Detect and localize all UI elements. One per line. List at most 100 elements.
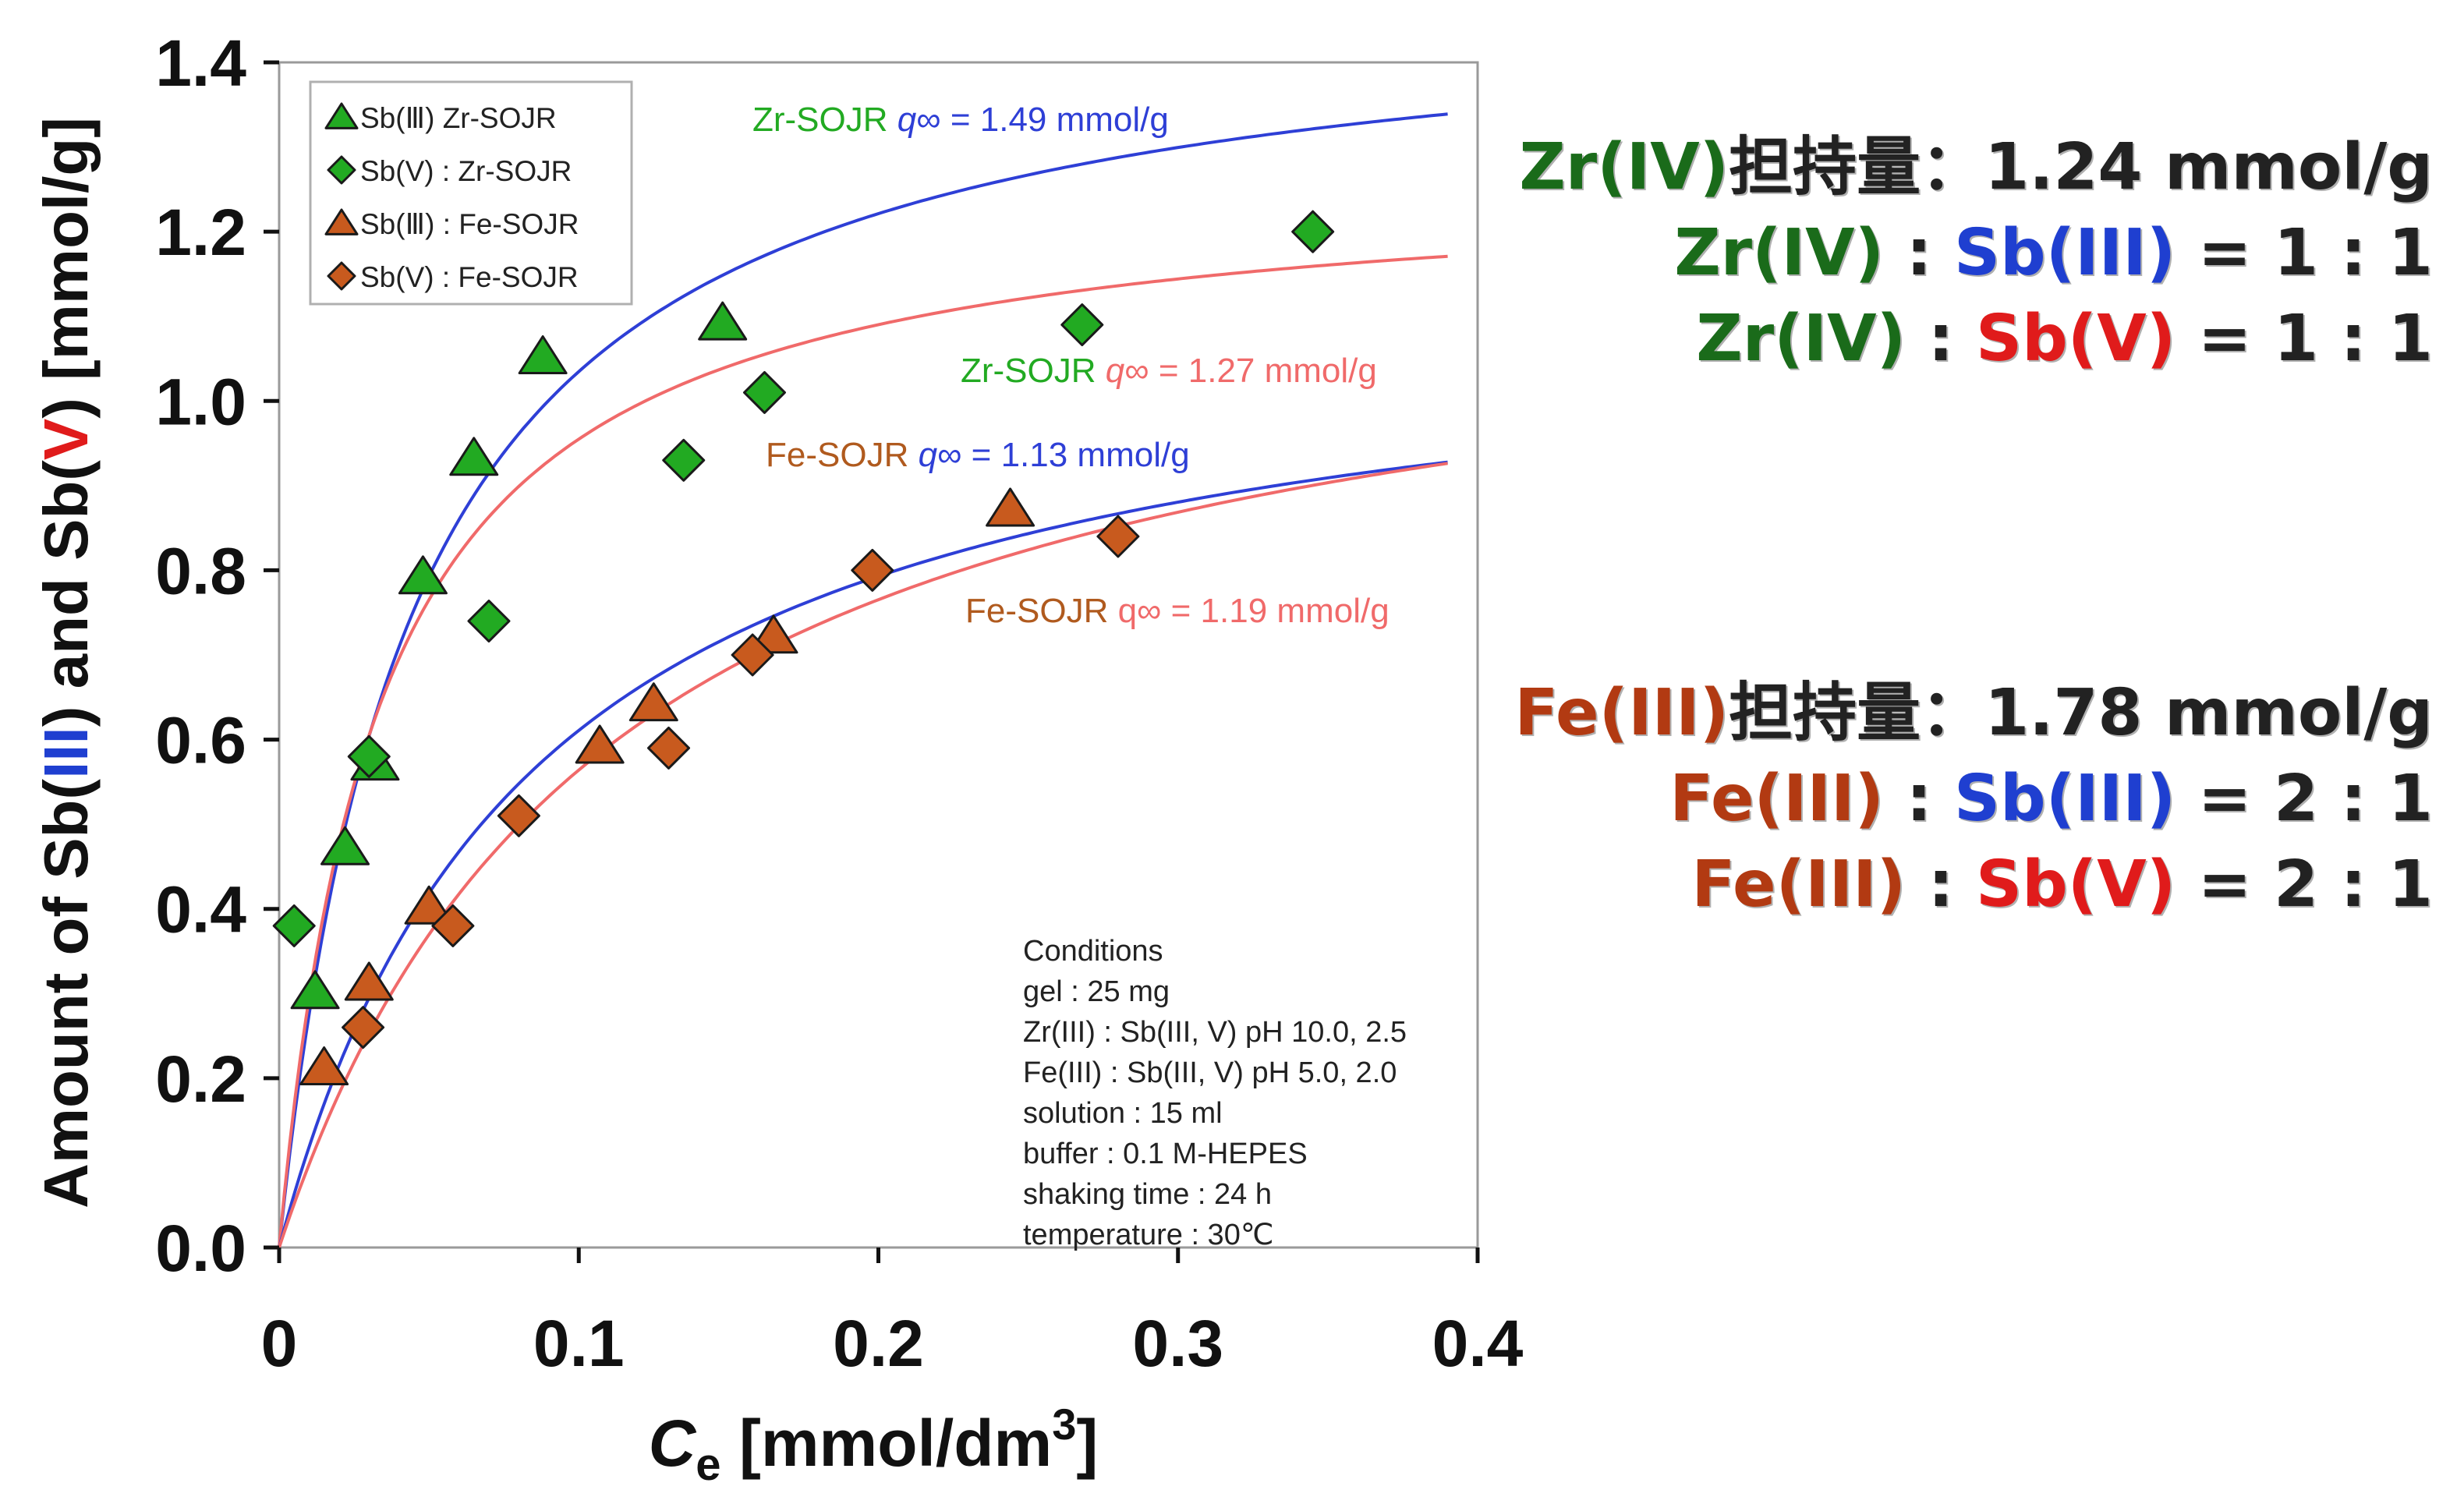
data-point-s4-2: [431, 904, 475, 947]
x-axis-label: Ce [mmol/dm3]: [649, 1400, 1099, 1490]
y-tick-label-6: 1.2: [155, 196, 246, 269]
zr-ratio-sb5: Zr(IV) : Sb(V) = 1 : 1: [1519, 296, 2433, 382]
fit-annotation-3-q: q: [919, 436, 938, 474]
data-point-s3-2: [344, 961, 394, 1001]
fe-ratio-sb5: Fe(III) : Sb(V) = 2 : 1: [1514, 842, 2433, 928]
data-point-s3-1: [299, 1046, 349, 1086]
zr-ratio-sb5-species: Sb(V): [1976, 302, 2176, 376]
zr-ratio-sb3-value: = 1 : 1: [2175, 216, 2433, 290]
conditions-line-7: shaking time : 24 h: [1023, 1178, 1272, 1211]
legend-marker-2: [327, 155, 356, 185]
fit-annotation-4-label: Fe-SOJR: [965, 592, 1118, 630]
zr-ratio-sb3-metal: Zr(IV): [1674, 216, 1885, 290]
conditions-line-3: Zr(III) : Sb(III, V) pH 10.0, 2.5: [1023, 1016, 1407, 1049]
data-point-s3-4: [575, 724, 625, 764]
fe-ratio-sb3: Fe(III) : Sb(III) = 2 : 1: [1514, 756, 2433, 842]
data-point-s4-3: [497, 794, 540, 837]
fit-annotation-2-value: ∞ = 1.27 mmol/g: [1124, 352, 1377, 390]
fit-annotation-3-value: ∞ = 1.13 mmol/g: [937, 436, 1190, 474]
fe-loading-metal: Fe(III): [1514, 676, 1729, 750]
fe-ratio-sb5-colon: :: [1906, 848, 1977, 922]
fit-annotation-1-q: q: [897, 101, 917, 139]
data-point-s2-5: [742, 370, 786, 414]
x-tick-label-1: 0.1: [533, 1307, 625, 1380]
zr-ratio-sb5-value: = 1 : 1: [2175, 302, 2433, 376]
fit-annotation-4-value: q∞ = 1.19 mmol/g: [1118, 592, 1390, 630]
y-axis-label-part-4: V: [31, 419, 101, 460]
data-point-s2-4: [662, 438, 706, 482]
legend-label-1: Sb(Ⅲ) Zr-SOJR: [360, 102, 557, 134]
x-tick-label-2: 0.2: [833, 1307, 924, 1380]
legend-label-4: Sb(V) : Fe-SOJR: [360, 261, 579, 293]
fit-annotation-2: Zr-SOJR q∞ = 1.27 mmol/g: [961, 352, 1377, 390]
y-tick-label-5: 1.0: [155, 365, 246, 438]
data-point-s1-1: [290, 970, 340, 1010]
legend-box: [309, 80, 633, 306]
conditions-line-6: buffer : 0.1 M-HEPES: [1023, 1138, 1308, 1170]
y-tick-label-0: 0.0: [155, 1212, 246, 1285]
data-point-s4-1: [342, 1006, 385, 1049]
conditions-line-5: solution : 15 ml: [1023, 1097, 1223, 1130]
y-axis-label: Amount of Sb(III) and Sb(V) [mmol/g]: [31, 117, 101, 1209]
fe-info-block: Fe(III)担持量：1.78 mmol/g Fe(III) : Sb(III)…: [1514, 671, 2433, 928]
legend-label-2: Sb(V) : Zr-SOJR: [360, 155, 572, 187]
legend-marker-4: [327, 261, 356, 291]
x-tick-label-3: 0.3: [1132, 1307, 1223, 1380]
fe-ratio-sb3-colon: :: [1884, 762, 1954, 836]
data-point-s3-7: [986, 487, 1036, 527]
fe-ratio-sb3-species: Sb(III): [1953, 762, 2176, 836]
zr-loading-metal: Zr(IV): [1519, 130, 1729, 204]
y-axis-label-part-3: ) and Sb(: [31, 460, 101, 727]
data-point-s2-6: [1060, 303, 1104, 347]
fit-annotation-3: Fe-SOJR q∞ = 1.13 mmol/g: [766, 436, 1190, 474]
data-point-s1-6: [518, 335, 568, 375]
conditions-line-4: Fe(III) : Sb(III, V) pH 5.0, 2.0: [1023, 1056, 1397, 1089]
y-tick-label-7: 1.4: [155, 27, 246, 100]
fe-loading-value: 担持量：1.78 mmol/g: [1729, 676, 2433, 750]
y-axis-label-part-2: III: [31, 727, 101, 779]
fit-annotation-1-value: ∞ = 1.49 mmol/g: [916, 101, 1169, 139]
fit-annotation-2-q: q: [1106, 352, 1125, 390]
zr-ratio-sb3-species: Sb(III): [1953, 216, 2176, 290]
data-point-s1-7: [698, 301, 748, 341]
y-axis-label-part-5: ) [mmol/g]: [31, 117, 101, 419]
zr-loading-value: 担持量：1.24 mmol/g: [1729, 130, 2433, 204]
data-point-s2-7: [1291, 210, 1335, 253]
data-point-s1-5: [449, 437, 499, 476]
conditions-line-8: temperature : 30℃: [1023, 1219, 1274, 1251]
data-point-s2-2: [347, 734, 391, 778]
fe-ratio-sb3-metal: Fe(III): [1669, 762, 1885, 836]
data-point-s4-7: [1096, 515, 1140, 558]
x-tick-label-0: 0: [261, 1307, 298, 1380]
y-axis-label-part-1: Amount of Sb(: [31, 779, 101, 1209]
legend-marker-3: [324, 208, 359, 235]
conditions-line-1: Conditions: [1023, 935, 1163, 968]
fe-ratio-sb5-value: = 2 : 1: [2175, 848, 2433, 922]
fe-ratio-sb5-metal: Fe(III): [1691, 848, 1906, 922]
fit-annotation-1: Zr-SOJR q∞ = 1.49 mmol/g: [752, 101, 1169, 139]
fit-curve-4: [278, 462, 1448, 1248]
data-point-s3-5: [628, 682, 678, 722]
zr-loading-line: Zr(IV)担持量：1.24 mmol/g: [1519, 125, 2433, 211]
data-point-s1-2: [320, 826, 370, 865]
fit-annotation-2-label: Zr-SOJR: [961, 352, 1106, 390]
data-point-s1-4: [398, 555, 448, 595]
fe-loading-line: Fe(III)担持量：1.78 mmol/g: [1514, 671, 2433, 756]
zr-ratio-sb5-colon: :: [1906, 302, 1977, 376]
legend-label-3: Sb(Ⅲ) : Fe-SOJR: [360, 208, 579, 240]
zr-ratio-sb3-colon: :: [1884, 216, 1954, 290]
fe-ratio-sb3-value: = 2 : 1: [2175, 762, 2433, 836]
fit-annotation-4: Fe-SOJR q∞ = 1.19 mmol/g: [965, 592, 1390, 630]
fit-curve-2: [278, 254, 1448, 1248]
fit-annotation-3-label: Fe-SOJR: [766, 436, 919, 474]
x-tick-label-4: 0.4: [1432, 1307, 1524, 1380]
data-point-s4-5: [731, 633, 774, 677]
legend-marker-1: [324, 102, 359, 129]
data-point-s4-4: [647, 726, 691, 770]
data-point-s2-1: [272, 904, 316, 947]
y-tick-label-4: 0.8: [155, 534, 246, 607]
fit-curve-1: [278, 112, 1448, 1248]
zr-ratio-sb5-metal: Zr(IV): [1696, 302, 1906, 376]
fe-ratio-sb5-species: Sb(V): [1976, 848, 2176, 922]
